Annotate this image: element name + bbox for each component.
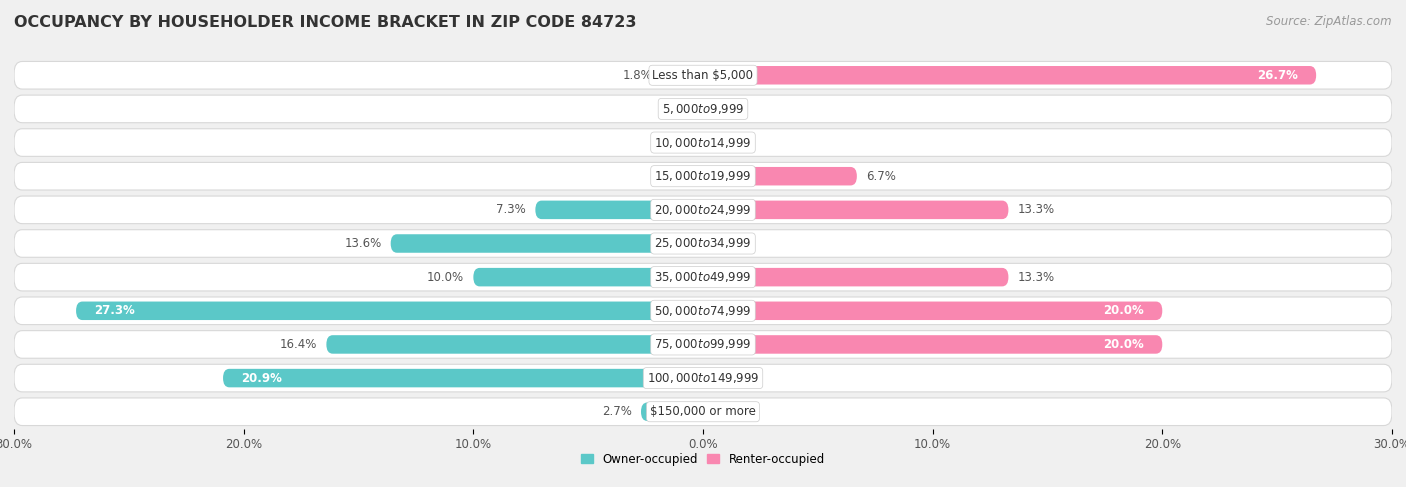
FancyBboxPatch shape — [14, 263, 1392, 291]
FancyBboxPatch shape — [662, 66, 703, 85]
FancyBboxPatch shape — [14, 364, 1392, 392]
FancyBboxPatch shape — [14, 331, 1392, 358]
Text: $50,000 to $74,999: $50,000 to $74,999 — [654, 304, 752, 318]
FancyBboxPatch shape — [14, 61, 1392, 89]
FancyBboxPatch shape — [641, 402, 703, 421]
FancyBboxPatch shape — [14, 230, 1392, 257]
FancyBboxPatch shape — [76, 301, 703, 320]
Text: $75,000 to $99,999: $75,000 to $99,999 — [654, 337, 752, 352]
FancyBboxPatch shape — [703, 167, 856, 186]
FancyBboxPatch shape — [391, 234, 703, 253]
Text: $25,000 to $34,999: $25,000 to $34,999 — [654, 237, 752, 250]
Text: 27.3%: 27.3% — [94, 304, 135, 318]
Text: 0.0%: 0.0% — [713, 136, 742, 149]
FancyBboxPatch shape — [536, 201, 703, 219]
Text: $15,000 to $19,999: $15,000 to $19,999 — [654, 169, 752, 183]
Text: 0.0%: 0.0% — [713, 372, 742, 385]
Text: 7.3%: 7.3% — [496, 204, 526, 216]
FancyBboxPatch shape — [703, 66, 1316, 85]
Text: 10.0%: 10.0% — [427, 271, 464, 283]
Text: 16.4%: 16.4% — [280, 338, 318, 351]
Text: Source: ZipAtlas.com: Source: ZipAtlas.com — [1267, 15, 1392, 28]
FancyBboxPatch shape — [703, 201, 1008, 219]
FancyBboxPatch shape — [703, 335, 1163, 354]
Text: 13.3%: 13.3% — [1018, 271, 1054, 283]
Text: $150,000 or more: $150,000 or more — [650, 405, 756, 418]
FancyBboxPatch shape — [703, 268, 1008, 286]
FancyBboxPatch shape — [14, 398, 1392, 426]
Text: $100,000 to $149,999: $100,000 to $149,999 — [647, 371, 759, 385]
Text: $35,000 to $49,999: $35,000 to $49,999 — [654, 270, 752, 284]
Text: 20.0%: 20.0% — [1104, 338, 1144, 351]
Text: 20.0%: 20.0% — [1104, 304, 1144, 318]
Text: 1.8%: 1.8% — [623, 69, 652, 82]
FancyBboxPatch shape — [14, 162, 1392, 190]
Legend: Owner-occupied, Renter-occupied: Owner-occupied, Renter-occupied — [576, 449, 830, 471]
Text: 2.7%: 2.7% — [602, 405, 631, 418]
Text: 26.7%: 26.7% — [1257, 69, 1298, 82]
FancyBboxPatch shape — [703, 301, 1163, 320]
Text: 0.0%: 0.0% — [713, 102, 742, 115]
Text: 13.3%: 13.3% — [1018, 204, 1054, 216]
FancyBboxPatch shape — [224, 369, 703, 387]
Text: 6.7%: 6.7% — [866, 169, 896, 183]
Text: $20,000 to $24,999: $20,000 to $24,999 — [654, 203, 752, 217]
FancyBboxPatch shape — [474, 268, 703, 286]
Text: Less than $5,000: Less than $5,000 — [652, 69, 754, 82]
Text: 0.0%: 0.0% — [713, 405, 742, 418]
Text: OCCUPANCY BY HOUSEHOLDER INCOME BRACKET IN ZIP CODE 84723: OCCUPANCY BY HOUSEHOLDER INCOME BRACKET … — [14, 15, 637, 30]
Text: 0.0%: 0.0% — [664, 102, 693, 115]
Text: 0.0%: 0.0% — [713, 237, 742, 250]
Text: 13.6%: 13.6% — [344, 237, 381, 250]
FancyBboxPatch shape — [14, 95, 1392, 123]
Text: 0.0%: 0.0% — [664, 136, 693, 149]
Text: $5,000 to $9,999: $5,000 to $9,999 — [662, 102, 744, 116]
FancyBboxPatch shape — [14, 196, 1392, 224]
FancyBboxPatch shape — [14, 297, 1392, 325]
FancyBboxPatch shape — [14, 129, 1392, 156]
FancyBboxPatch shape — [326, 335, 703, 354]
Text: 0.0%: 0.0% — [664, 169, 693, 183]
Text: 20.9%: 20.9% — [242, 372, 283, 385]
Text: $10,000 to $14,999: $10,000 to $14,999 — [654, 135, 752, 150]
